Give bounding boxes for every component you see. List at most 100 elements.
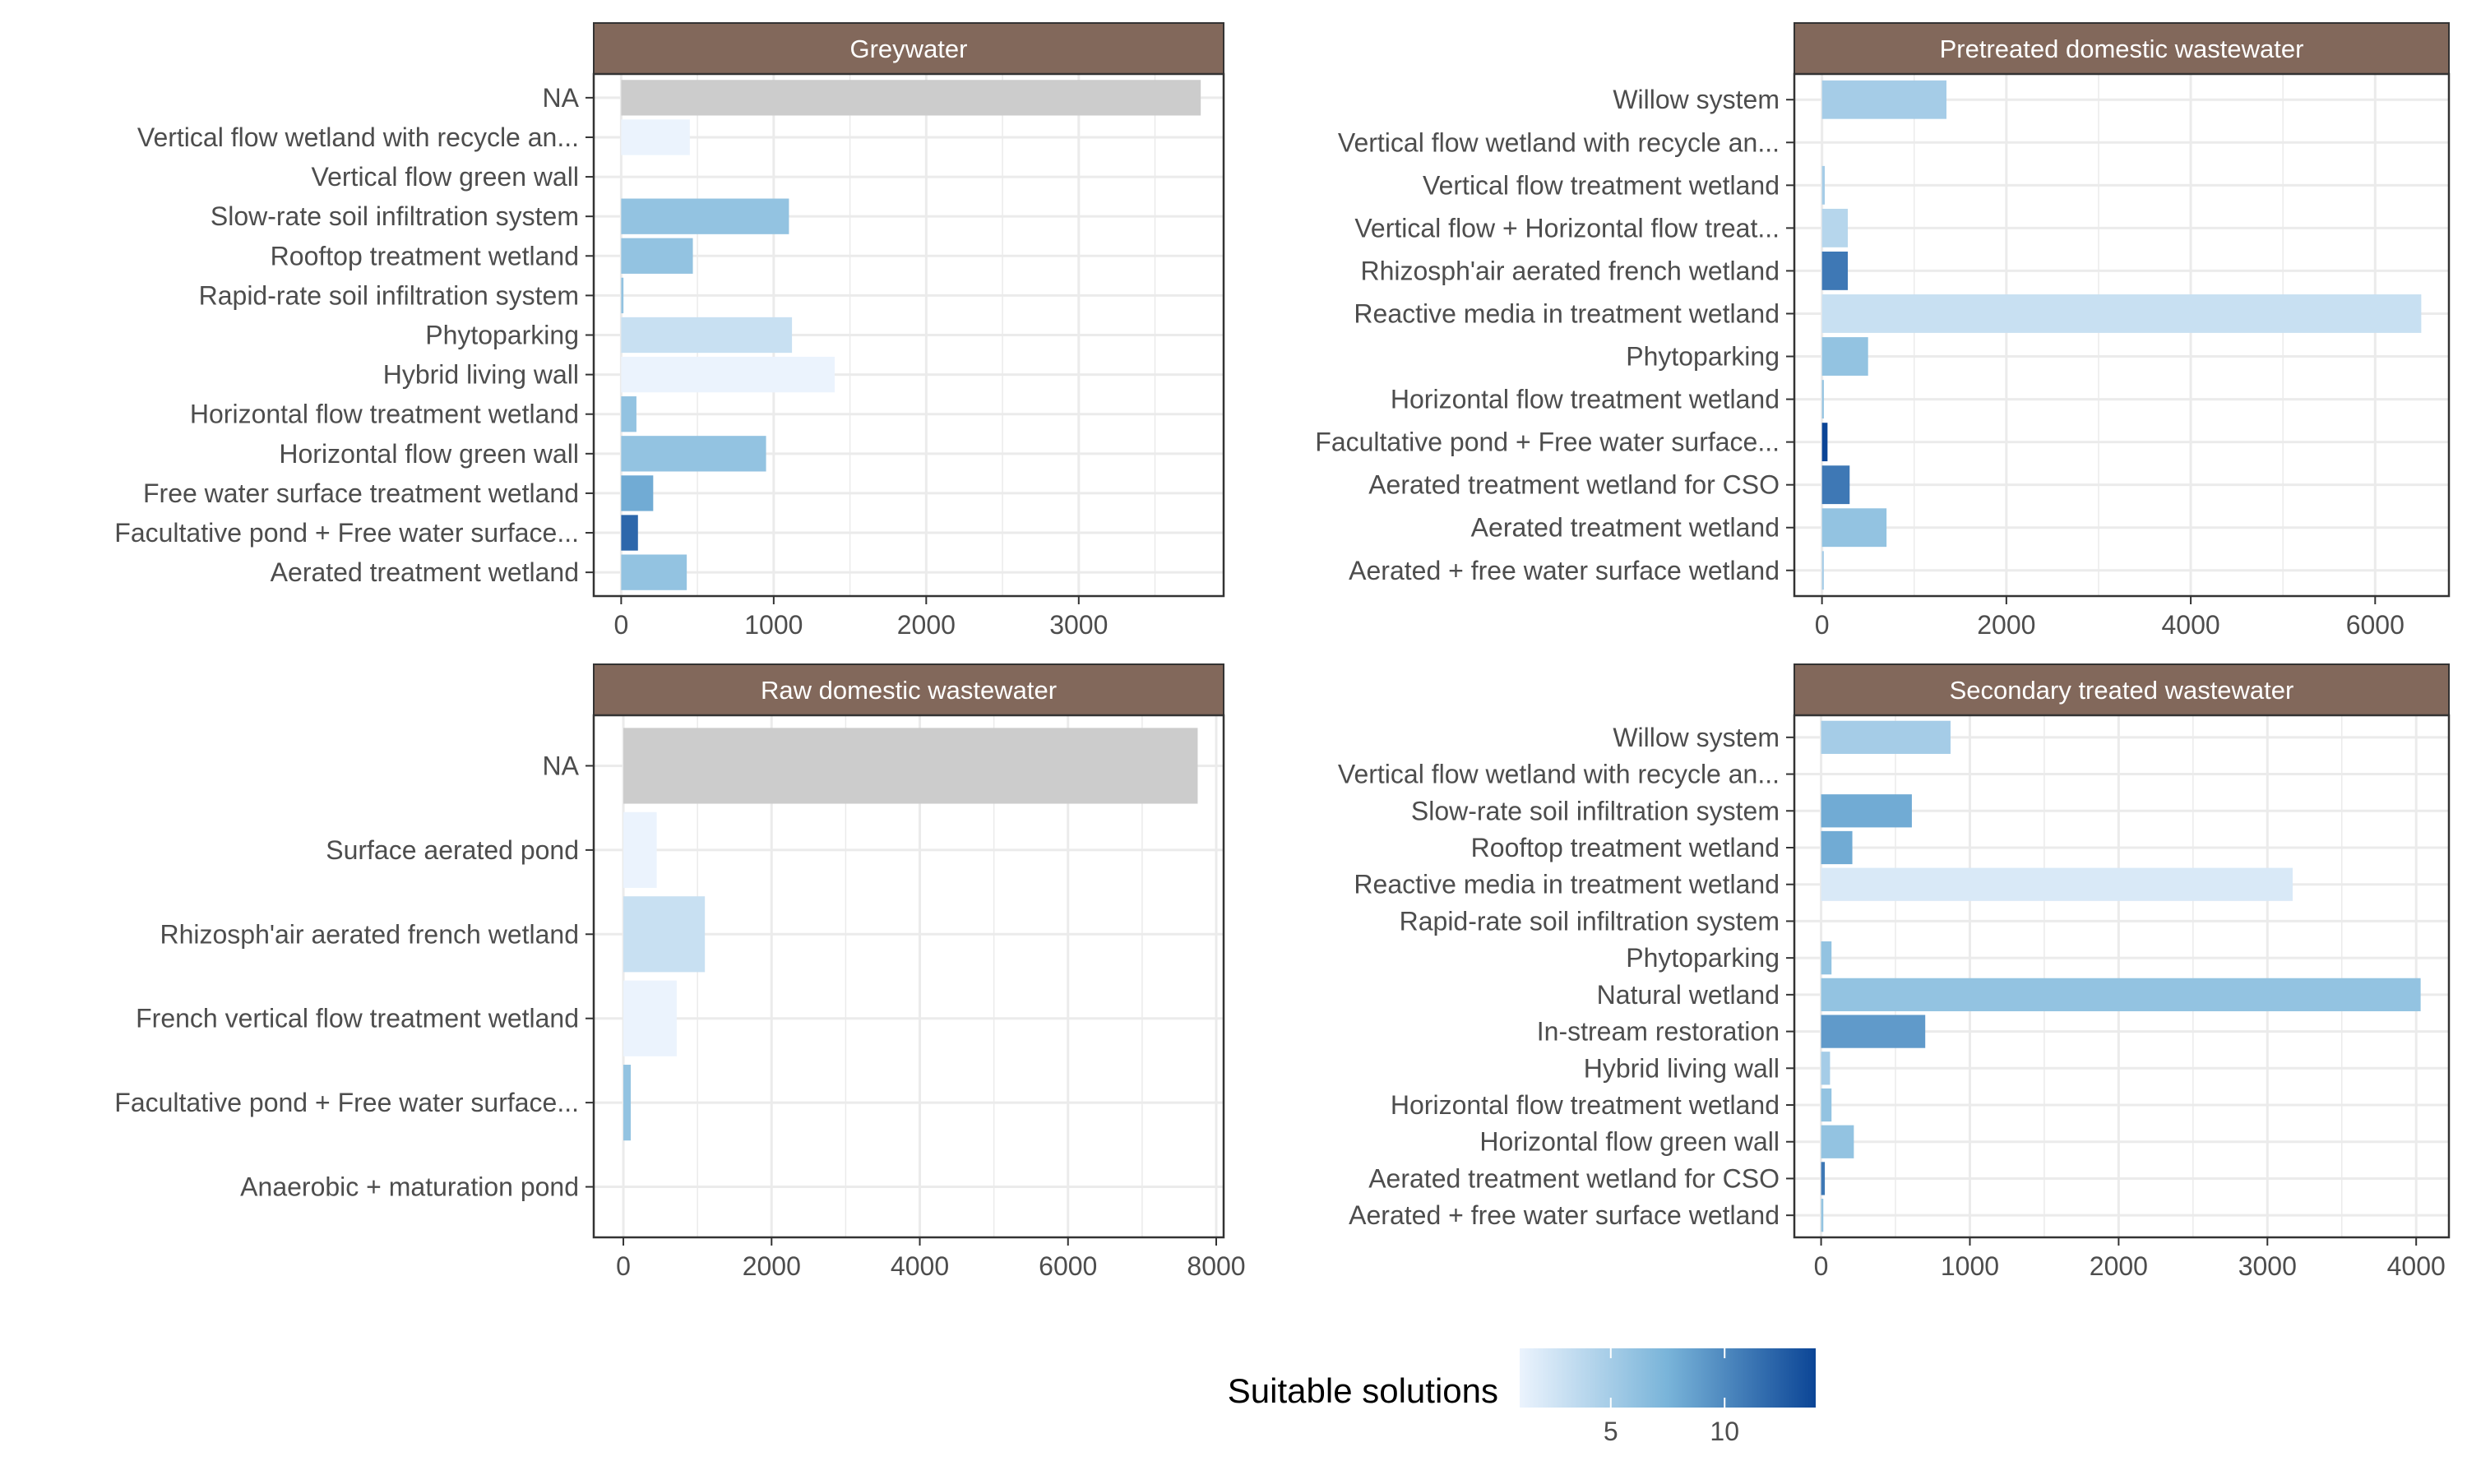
x-tick-label: 2000	[2090, 1251, 2148, 1281]
panel-border	[1793, 714, 2451, 1239]
y-tick-label: Horizontal flow green wall	[1479, 1127, 1780, 1157]
bar	[1821, 978, 2421, 1011]
bar	[623, 728, 1198, 804]
y-tick-label: Reactive media in treatment wetland	[1354, 298, 1780, 328]
bar	[1821, 208, 1849, 247]
y-tick-label: NA	[543, 83, 580, 113]
bar	[621, 436, 766, 472]
y-tick-label: Rooftop treatment wetland	[271, 241, 579, 270]
bar	[621, 198, 789, 234]
bar	[1821, 794, 1912, 828]
bar	[621, 475, 654, 511]
x-tick-label: 1000	[744, 610, 803, 640]
y-tick-label: Horizontal flow green wall	[279, 439, 579, 469]
y-tick-label: In-stream restoration	[1537, 1017, 1780, 1047]
y-tick-label: Anaerobic + maturation pond	[240, 1172, 579, 1202]
x-tick-label: 0	[616, 1251, 631, 1281]
bar	[621, 554, 687, 590]
y-tick-label: Hybrid living wall	[1584, 1053, 1780, 1083]
bar	[1821, 1162, 1826, 1195]
bar	[621, 119, 690, 155]
x-tick-label: 3000	[1049, 610, 1108, 640]
bar	[623, 811, 657, 888]
bar	[1821, 1199, 1824, 1232]
x-tick-label: 8000	[1187, 1251, 1245, 1281]
facet-title: Greywater	[850, 35, 968, 63]
y-tick-label: NA	[543, 751, 580, 780]
x-tick-label: 6000	[2346, 610, 2405, 640]
y-tick-label: Aerated treatment wetland for CSO	[1368, 470, 1780, 500]
bar	[621, 238, 693, 274]
legend-tick-label: 5	[1604, 1417, 1618, 1446]
x-tick-label: 4000	[891, 1251, 949, 1281]
y-tick-label: Aerated treatment wetland	[271, 557, 579, 587]
facet-panel: Greywater NA Vertical flow wetland with re…	[114, 22, 1225, 640]
y-tick-label: Rooftop treatment wetland	[1471, 833, 1780, 862]
y-tick-label: Rhizosph'air aerated french wetland	[160, 919, 579, 949]
bar	[1821, 830, 1853, 865]
bar	[621, 317, 793, 354]
facet-panel: Raw domestic wastewater NA Surface aerated…	[114, 663, 1246, 1281]
bar	[1821, 508, 1887, 548]
bar	[623, 980, 677, 1056]
y-tick-label: Phytoparking	[425, 321, 579, 350]
y-tick-label: Hybrid living wall	[383, 360, 579, 390]
y-tick-label: Vertical flow + Horizontal flow treat...	[1354, 213, 1780, 243]
y-tick-label: Phytoparking	[1626, 342, 1780, 372]
y-tick-label: Rapid-rate soil infiltration system	[199, 280, 579, 310]
bar	[1821, 337, 1868, 376]
bar	[1821, 867, 2293, 901]
panel-border	[592, 714, 1225, 1239]
bar	[1821, 252, 1849, 290]
y-tick-label: Vertical flow wetland with recycle an...	[1338, 127, 1780, 157]
bar	[1821, 1052, 1831, 1085]
bar	[1821, 294, 2422, 333]
legend-ticks: 5 10	[1604, 1348, 1739, 1446]
y-tick-label: Facultative pond + Free water surface...	[114, 1088, 579, 1117]
bar	[1821, 551, 1824, 590]
bar	[1821, 423, 1828, 462]
y-tick-label: Facultative pond + Free water surface...	[1315, 428, 1780, 457]
bar	[623, 896, 706, 973]
bar	[623, 1065, 632, 1141]
y-tick-label: Willow system	[1613, 723, 1780, 752]
x-tick-label: 6000	[1039, 1251, 1097, 1281]
x-tick-label: 4000	[2387, 1251, 2446, 1281]
x-tick-label: 4000	[2161, 610, 2219, 640]
bar	[621, 515, 638, 551]
facet-title: Raw domestic wastewater	[761, 676, 1057, 705]
y-tick-label: Willow system	[1613, 85, 1780, 114]
bar	[621, 356, 835, 393]
x-tick-label: 2000	[743, 1251, 801, 1281]
x-tick-label: 2000	[897, 610, 956, 640]
y-tick-label: Vertical flow green wall	[312, 162, 579, 192]
y-tick-label: Phytoparking	[1626, 943, 1780, 973]
facet-strip	[593, 663, 1224, 716]
legend-title: Suitable solutions	[1228, 1371, 1498, 1410]
y-tick-label: Rhizosph'air aerated french wetland	[1360, 256, 1780, 285]
facet-panel: Pretreated domestic wastewater Willow sys…	[1315, 22, 2451, 640]
facet-title: Secondary treated wastewater	[1950, 676, 2294, 705]
bar	[1821, 80, 1946, 119]
legend-colorbar	[1520, 1348, 1816, 1408]
y-tick-label: Vertical flow wetland with recycle an...	[137, 123, 579, 152]
x-tick-label: 0	[1815, 610, 1830, 640]
y-tick-label: Rapid-rate soil infiltration system	[1400, 906, 1780, 936]
panel-border	[1793, 72, 2451, 598]
y-tick-label: Surface aerated pond	[326, 835, 579, 865]
y-tick-label: Horizontal flow treatment wetland	[190, 400, 579, 429]
facet-strip	[593, 22, 1224, 75]
bar	[1821, 1015, 1926, 1048]
x-tick-label: 1000	[1941, 1251, 1999, 1281]
facet-strip	[1794, 663, 2450, 716]
facet-panel: Secondary treated wastewater Willow syste…	[1338, 663, 2451, 1281]
panel-background	[1794, 715, 2449, 1237]
x-tick-label: 0	[1814, 1251, 1829, 1281]
bar	[621, 80, 1201, 116]
y-tick-label: Vertical flow wetland with recycle an...	[1338, 760, 1780, 789]
y-tick-label: French vertical flow treatment wetland	[136, 1004, 579, 1033]
bar	[1821, 380, 1824, 418]
y-tick-label: Aerated + free water surface wetland	[1349, 1200, 1780, 1230]
